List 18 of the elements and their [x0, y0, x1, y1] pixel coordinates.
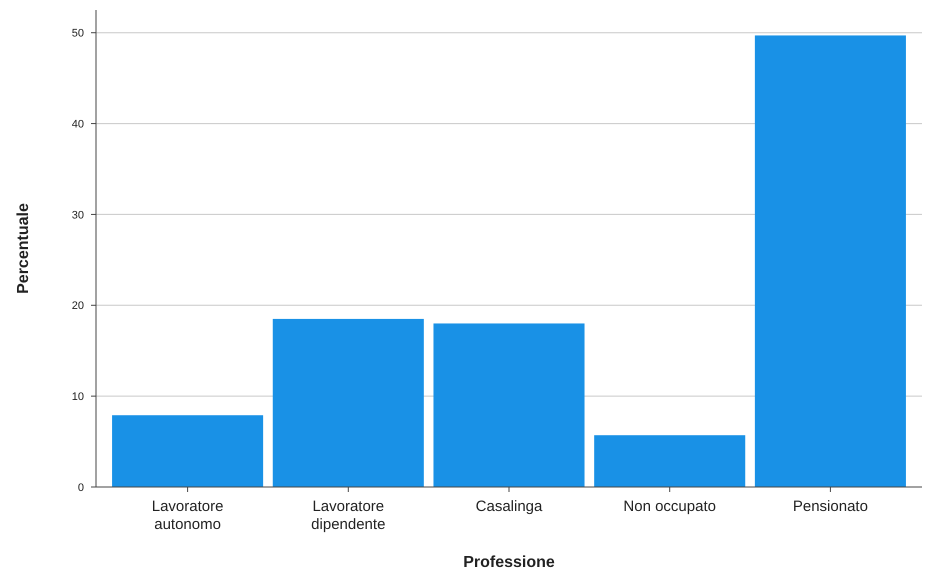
y-tick-label: 40: [72, 118, 84, 130]
bar: [594, 435, 746, 487]
y-tick-label: 0: [78, 482, 84, 494]
bar: [754, 35, 906, 487]
x-tick-label: Lavoratore autonomo: [152, 498, 224, 533]
x-tick-label: Non occupato: [623, 498, 716, 515]
y-tick-label: 50: [72, 28, 84, 40]
x-tick-label: Lavoratore dipendente: [311, 498, 386, 533]
y-axis-title: Percentuale: [15, 203, 32, 294]
bar: [112, 415, 264, 487]
x-tick-label: Pensionato: [792, 498, 868, 515]
x-tick-label: Casalinga: [476, 498, 544, 515]
bar: [433, 323, 585, 487]
y-tick-label: 10: [72, 390, 84, 403]
bar: [272, 318, 424, 487]
y-tick-label: 20: [72, 300, 84, 312]
y-tick-label: 30: [72, 209, 84, 222]
x-axis-title: Professione: [463, 554, 555, 571]
